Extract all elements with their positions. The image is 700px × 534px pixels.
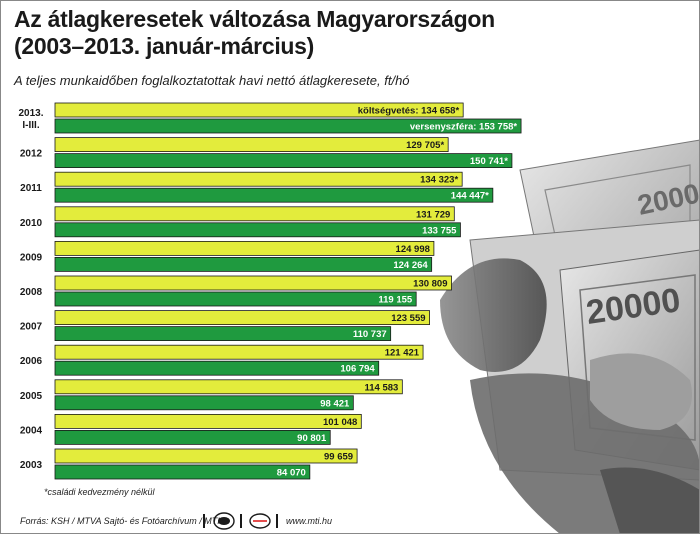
bar-value-label: 114 583: [365, 382, 399, 393]
bar-private: [54, 187, 494, 203]
category-label: 2010: [20, 218, 43, 229]
bar-value-label: versenyszféra: 153 758*: [410, 122, 518, 133]
category-label: 2007: [20, 322, 43, 333]
footer-divider: [276, 514, 278, 528]
footer: Forrás: KSH / MTVA Sajtó- és Fotóarchívu…: [0, 511, 700, 534]
bar-value-label: 99 659: [324, 452, 353, 463]
category-label: 2009: [20, 252, 43, 263]
bar-private: [54, 118, 522, 134]
bar-value-label: 123 559: [391, 313, 425, 324]
chart-title-line2: (2003–2013. január-március): [14, 33, 315, 59]
bar-value-label: 90 801: [297, 433, 327, 444]
category-label: 2008: [20, 287, 43, 298]
category-label: 2004: [20, 425, 43, 436]
bar-private: [54, 360, 380, 376]
bar-private: [54, 395, 354, 411]
category-label: 2013.: [18, 108, 43, 119]
category-label: 2006: [20, 356, 43, 367]
bar-public: [54, 206, 455, 222]
bar-public: [54, 413, 362, 429]
bar-public: [54, 102, 464, 118]
category-label: I-III.: [22, 120, 39, 131]
bar-value-label: 124 998: [396, 244, 430, 255]
bar-private: [54, 256, 433, 272]
category-label: 2011: [20, 183, 42, 194]
bar-private: [54, 429, 331, 445]
bar-public: [54, 171, 463, 187]
bar-private: [54, 153, 513, 169]
source-text: Forrás: KSH / MTVA Sajtó- és Fotóarchívu…: [20, 516, 220, 526]
bar-value-label: 119 155: [378, 295, 413, 306]
category-label: 2005: [20, 391, 43, 402]
mtva-logo-icon: [213, 512, 235, 530]
bar-public: [54, 344, 424, 360]
bar-public: [54, 275, 452, 291]
chart-title-line1: Az átlagkeresetek változása Magyarország…: [14, 6, 495, 32]
bar-value-label: 121 421: [385, 348, 420, 359]
bar-value-label: 110 737: [353, 329, 387, 340]
chart-title: Az átlagkeresetek változása Magyarország…: [14, 6, 574, 60]
category-label: 2012: [20, 149, 43, 160]
bar-public: [54, 448, 358, 464]
bar-value-label: 106 794: [340, 364, 375, 375]
bar-value-label: 134 323*: [420, 175, 458, 186]
bar-value-label: 144 447*: [451, 191, 489, 202]
category-label: 2003: [20, 460, 43, 471]
bar-private: [54, 464, 311, 480]
bar-value-label: 133 755: [422, 225, 457, 236]
chart-subtitle: A teljes munkaidőben foglalkoztatottak h…: [14, 73, 410, 88]
bar-public: [54, 310, 430, 326]
bar-public: [54, 137, 449, 153]
footer-divider: [240, 514, 242, 528]
bar-value-label: 130 809: [413, 279, 447, 290]
bar-value-label: 124 264: [393, 260, 428, 271]
bar-private: [54, 326, 392, 342]
bar-value-label: 129 705*: [406, 140, 444, 151]
bar-value-label: 84 070: [277, 468, 306, 479]
footnote: *családi kedvezmény nélkül: [44, 487, 155, 497]
bar-value-label: 101 048: [323, 417, 357, 428]
bar-public: [54, 240, 435, 256]
bar-private: [54, 291, 417, 307]
bar-value-label: költségvetés: 134 658*: [358, 106, 460, 117]
bar-value-label: 131 729: [416, 209, 450, 220]
bar-value-label: 150 741*: [470, 156, 508, 167]
website-link[interactable]: www.mti.hu: [286, 516, 333, 526]
bar-value-label: 98 421: [320, 398, 350, 409]
mti-logo-icon: [249, 513, 271, 529]
bar-public: [54, 379, 403, 395]
footer-divider: [203, 514, 205, 528]
bar-private: [54, 222, 461, 238]
